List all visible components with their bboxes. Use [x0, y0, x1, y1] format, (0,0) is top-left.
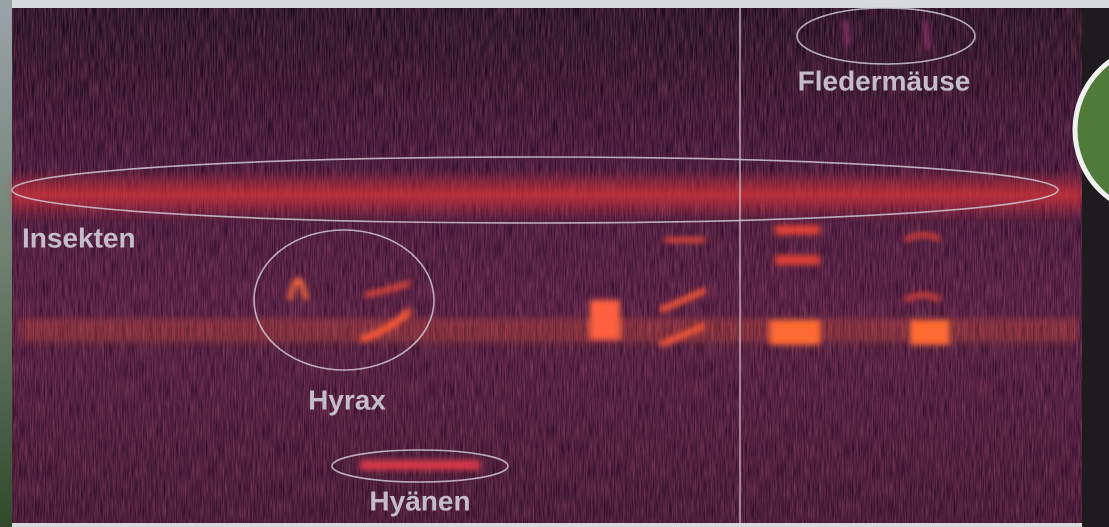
annotation-label: Hyrax	[308, 384, 386, 415]
annotation-ellipse	[331, 449, 509, 483]
sound-energy	[12, 19, 1082, 470]
annotation-ellipse	[253, 229, 435, 371]
map-thumbnail	[1072, 58, 1109, 202]
annotation-label: Insekten	[22, 222, 136, 253]
spectrogram-noise	[12, 8, 1082, 523]
annotation-ellipse	[796, 7, 976, 65]
left-edge	[0, 0, 12, 527]
annotation-label: Hyänen	[369, 485, 470, 516]
annotation-label: Fledermäuse	[798, 65, 971, 96]
annotation-ellipse	[11, 156, 1059, 224]
